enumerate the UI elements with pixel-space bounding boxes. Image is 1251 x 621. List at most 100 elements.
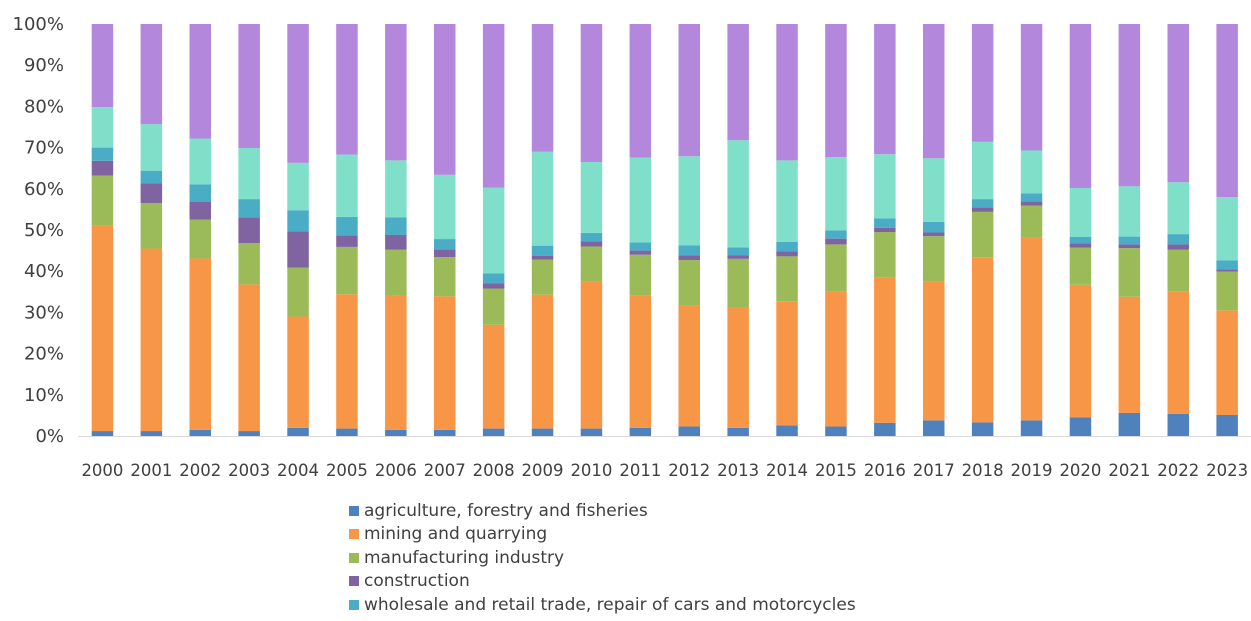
bar-segment-2002-series-5	[189, 138, 211, 185]
bar-segment-2006-series-0	[385, 429, 407, 436]
bar-segment-2005-series-3	[336, 235, 358, 247]
bar-segment-2020-series-3	[1069, 243, 1092, 248]
bar-segment-2000-series-4	[91, 147, 114, 161]
y-axis: 0% 10% 20% 30% 40% 50% 60% 70% 80% 90% 100%	[13, 14, 64, 447]
bar-segment-2015-series-0	[825, 426, 847, 436]
bar-stack-2005	[336, 24, 358, 436]
bar-segment-2004-series-4	[287, 210, 309, 232]
bar-segment-2006-series-2	[385, 249, 407, 296]
bar-segment-2006-series-4	[385, 217, 407, 235]
bar-segment-2004-series-6	[287, 24, 309, 163]
bar-segment-2009-series-5	[531, 151, 554, 246]
y-tick-label: 50%	[24, 220, 64, 241]
bar-stack-2019	[1020, 24, 1043, 436]
legend-label: mining and quarrying	[364, 524, 548, 545]
bar-segment-2022-series-1	[1167, 291, 1189, 414]
legend-label: manufacturing industry	[364, 547, 565, 568]
bar-segment-2020-series-2	[1069, 247, 1092, 285]
bar-stack-2003	[238, 24, 260, 436]
bar-segment-2022-series-6	[1167, 24, 1189, 183]
legend-item: wholesale and retail trade, repair of ca…	[349, 593, 856, 617]
bar-stack-2023	[1216, 24, 1238, 436]
bar-segment-2019-series-1	[1020, 237, 1043, 421]
legend-label: agriculture, forestry and fisheries	[364, 500, 648, 521]
bar-segment-2008-series-2	[482, 288, 505, 325]
bar-segment-2021-series-0	[1118, 412, 1141, 436]
bar-segment-2003-series-1	[238, 284, 260, 432]
legend-swatch	[349, 552, 359, 563]
x-tick-label: 2022	[1157, 461, 1199, 481]
bar-segment-2007-series-3	[434, 249, 456, 258]
bar-stack-2016	[874, 24, 896, 436]
bar-segment-2016-series-1	[874, 277, 896, 423]
bar-segment-2008-series-0	[482, 428, 505, 436]
legend-swatch	[349, 529, 359, 540]
x-tick-label: 2014	[766, 461, 808, 481]
bar-stack-2013	[727, 24, 749, 436]
legend-label: construction	[364, 571, 470, 592]
x-tick-label: 2023	[1206, 461, 1248, 481]
bar-segment-2008-series-3	[482, 283, 505, 289]
bar-segment-2018-series-4	[971, 199, 994, 208]
bar-segment-2020-series-6	[1069, 24, 1092, 188]
bar-stack-2021	[1118, 24, 1141, 436]
bar-segment-2017-series-1	[923, 281, 945, 421]
bar-segment-2011-series-6	[629, 24, 652, 158]
bar-segment-2018-series-0	[971, 422, 994, 436]
bar-stack-2015	[825, 24, 847, 436]
bar-stack-2018	[971, 24, 994, 436]
bar-segment-2015-series-3	[825, 238, 847, 245]
bar-segment-2016-series-6	[874, 24, 896, 155]
bar-segment-2012-series-6	[678, 24, 700, 157]
bar-segment-2007-series-6	[434, 24, 456, 175]
bar-segment-2022-series-2	[1167, 249, 1189, 292]
bar-segment-2012-series-3	[678, 255, 700, 261]
x-tick-label: 2000	[81, 461, 123, 481]
x-tick-label: 2011	[619, 461, 661, 481]
y-tick-label: 0%	[35, 426, 64, 447]
bar-segment-2011-series-4	[629, 242, 652, 251]
bar-segment-2001-series-4	[140, 170, 163, 184]
bar-segment-2004-series-1	[287, 316, 309, 428]
bar-segment-2005-series-6	[336, 24, 358, 155]
bar-segment-2017-series-4	[923, 221, 945, 233]
bar-segment-2021-series-1	[1118, 296, 1141, 413]
bar-segment-2023-series-4	[1216, 260, 1238, 270]
x-tick-label: 2013	[717, 461, 759, 481]
bar-segment-2016-series-3	[874, 227, 896, 233]
x-tick-label: 2001	[130, 461, 172, 481]
legend: agriculture, forestry and fisheries minin…	[349, 499, 856, 617]
bar-segment-2011-series-2	[629, 254, 652, 296]
bar-segment-2005-series-4	[336, 216, 358, 236]
bar-stack-2002	[189, 24, 211, 436]
bar-segment-2009-series-2	[531, 259, 554, 295]
bar-stack-2012	[678, 24, 700, 436]
bar-segment-2003-series-5	[238, 148, 260, 200]
x-tick-label: 2007	[424, 461, 466, 481]
bar-segment-2020-series-5	[1069, 187, 1092, 238]
bar-segment-2021-series-5	[1118, 186, 1141, 237]
bar-segment-2013-series-4	[727, 247, 749, 256]
bar-segment-2006-series-6	[385, 24, 407, 161]
y-tick-label: 90%	[24, 55, 64, 76]
y-tick-label: 20%	[24, 344, 64, 365]
bar-stack-2004	[287, 24, 309, 436]
bar-segment-2017-series-6	[923, 24, 945, 159]
x-tick-label: 2018	[962, 461, 1004, 481]
bar-segment-2010-series-3	[580, 241, 603, 247]
bar-segment-2000-series-6	[91, 24, 114, 108]
bar-segment-2020-series-4	[1069, 237, 1092, 244]
x-tick-label: 2005	[326, 461, 368, 481]
plot-area	[78, 24, 1251, 437]
bar-segment-2009-series-3	[531, 255, 554, 260]
x-tick-label: 2019	[1011, 461, 1053, 481]
bar-segment-2010-series-1	[580, 281, 603, 429]
bar-segment-2022-series-4	[1167, 234, 1189, 245]
bar-segment-2000-series-0	[91, 431, 114, 436]
x-tick-label: 2004	[277, 461, 319, 481]
bar-segment-2015-series-4	[825, 230, 847, 239]
bar-segment-2007-series-1	[434, 296, 456, 430]
bar-segment-2021-series-2	[1118, 248, 1141, 297]
bar-segment-2023-series-5	[1216, 197, 1238, 261]
bar-segment-2023-series-1	[1216, 310, 1238, 415]
